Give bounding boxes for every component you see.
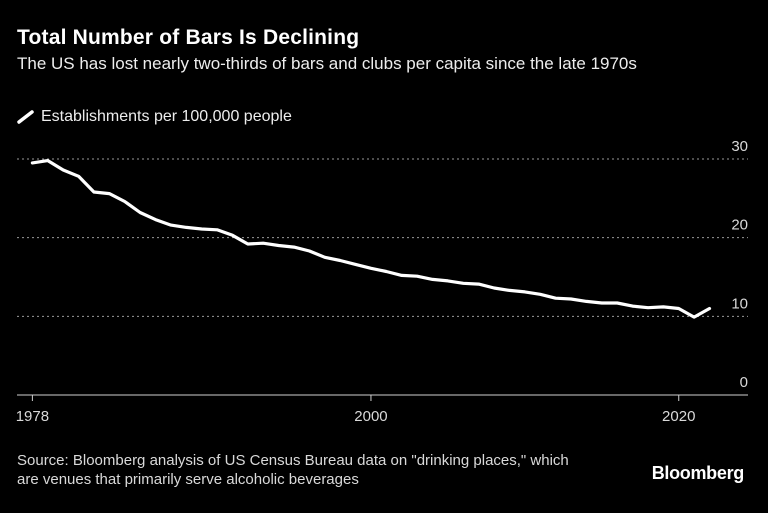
source-note: Source: Bloomberg analysis of US Census … — [17, 452, 569, 488]
x-tick-label-2020: 2020 — [662, 408, 695, 425]
x-tick-label-1978: 1978 — [16, 408, 49, 425]
x-tick-label-2000: 2000 — [354, 408, 387, 425]
bloomberg-logo: Bloomberg — [651, 463, 745, 483]
series-line-0 — [30, 159, 712, 319]
chart-title: Total Number of Bars Is Declining — [17, 26, 360, 49]
y-tick-label-0: 0 — [740, 374, 748, 391]
chart-subtitle: The US has lost nearly two-thirds of bar… — [17, 54, 637, 73]
legend-line-icon — [17, 110, 34, 124]
legend: Establishments per 100,000 people — [17, 108, 292, 126]
legend-label: Establishments per 100,000 people — [41, 108, 292, 125]
y-tick-label-30: 30 — [731, 138, 748, 155]
y-tick-label-20: 20 — [731, 217, 748, 234]
y-tick-label-10: 10 — [731, 295, 748, 312]
